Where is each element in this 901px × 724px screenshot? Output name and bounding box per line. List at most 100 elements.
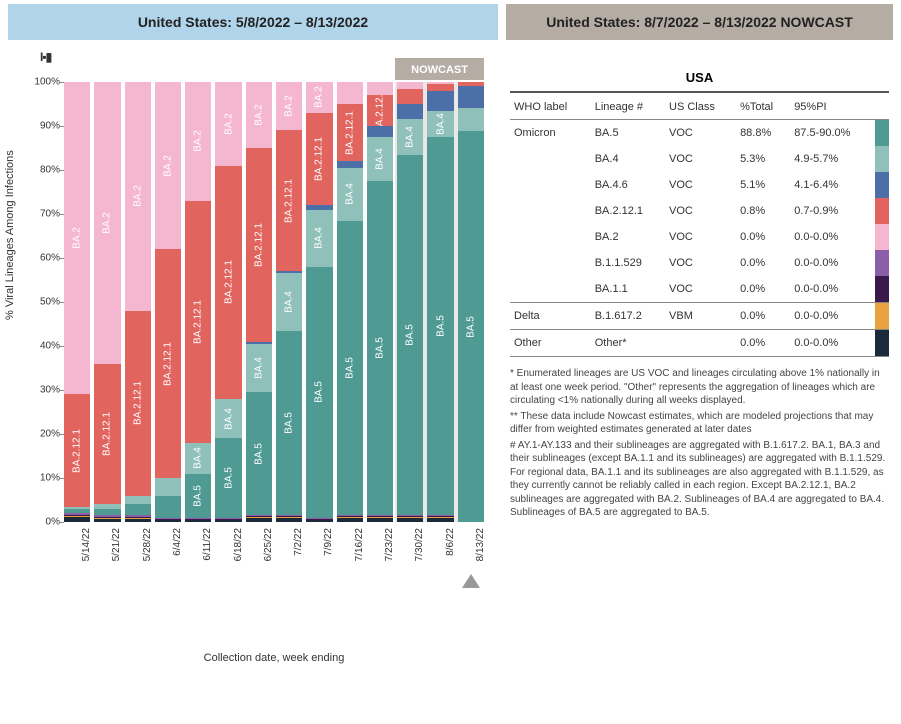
table-cell: 88.8% bbox=[736, 120, 790, 147]
x-tick-label: 5/21/22 bbox=[111, 528, 122, 561]
header-right: United States: 8/7/2022 – 8/13/2022 NOWC… bbox=[506, 4, 893, 40]
bar: BA.2.12.1BA.25/21/22 bbox=[94, 82, 120, 522]
bar: BA.58/13/22 bbox=[458, 82, 484, 522]
bar: BA.5BA.4BA.2.12.17/23/22 bbox=[367, 82, 393, 522]
bar: BA.5BA.4BA.2.12.1BA.26/25/22 bbox=[246, 82, 272, 522]
bar-segment: BA.2.12.1 bbox=[185, 201, 211, 443]
x-tick-label: 5/14/22 bbox=[81, 528, 92, 561]
bar-segment: BA.5 bbox=[185, 474, 211, 518]
bar-segment-label: BA.2.12.1 bbox=[253, 223, 264, 267]
bar-segment-label: BA.2.12.1 bbox=[72, 429, 83, 473]
y-tick-label: 40% bbox=[28, 341, 60, 352]
bar-segment-label: BA.2 bbox=[314, 87, 325, 109]
color-swatch bbox=[875, 120, 889, 146]
bar-segment: BA.2.12.1 bbox=[246, 148, 272, 342]
bar-chart-icon: I▪▮ bbox=[40, 50, 51, 64]
x-tick-label: 6/25/22 bbox=[263, 528, 274, 561]
table-cell: 5.1% bbox=[736, 172, 790, 198]
bar: BA.5BA.4BA.2.12.1BA.27/9/22 bbox=[306, 82, 332, 522]
table-row: DeltaB.1.617.2VBM0.0%0.0-0.0% bbox=[510, 303, 889, 330]
bar: BA.5BA.48/6/22 bbox=[427, 82, 453, 522]
color-swatch bbox=[875, 198, 889, 224]
bar-segment bbox=[306, 205, 332, 209]
bar-segment: BA.4 bbox=[337, 168, 363, 221]
bar-segment: BA.2 bbox=[94, 82, 120, 364]
color-swatch bbox=[875, 172, 889, 198]
bar: BA.2.12.1BA.26/4/22 bbox=[155, 82, 181, 522]
bar-segment-label: BA.5 bbox=[344, 357, 355, 379]
bar-segment bbox=[155, 496, 181, 518]
chart-panel: I▪▮ % Viral Lineages Among Infections 0%… bbox=[8, 40, 498, 522]
bar-segment-label: BA.2.12.1 bbox=[132, 381, 143, 425]
table-col-header: Lineage # bbox=[591, 93, 665, 120]
bar-segment bbox=[276, 518, 302, 522]
bar-segment bbox=[367, 518, 393, 522]
bar-segment bbox=[337, 82, 363, 104]
bar-segment-label: BA.2 bbox=[223, 113, 234, 135]
table-cell: 5.3% bbox=[736, 146, 790, 172]
table-panel: USA WHO labelLineage #US Class%Total95%P… bbox=[498, 40, 893, 522]
bar-segment-label: BA.2.12.1 bbox=[314, 137, 325, 181]
table-cell: 0.0% bbox=[736, 250, 790, 276]
table-cell: 0.0-0.0% bbox=[790, 330, 875, 357]
table-cell bbox=[510, 276, 591, 303]
bar-segment bbox=[155, 519, 181, 520]
bar-segment: BA.4 bbox=[306, 210, 332, 267]
bar-segment bbox=[155, 518, 181, 519]
x-tick-label: 7/30/22 bbox=[414, 528, 425, 561]
bar-segment bbox=[215, 520, 241, 522]
bar-segment-label: BA.4 bbox=[253, 357, 264, 379]
chart-plot: 0%10%20%30%40%50%60%70%80%90%100%BA.2.12… bbox=[64, 82, 484, 522]
bar-segment bbox=[427, 518, 453, 522]
bar-segment bbox=[276, 515, 302, 516]
bar-segment: BA.4 bbox=[276, 273, 302, 330]
bar-segment bbox=[64, 513, 90, 514]
bar-segment bbox=[125, 518, 151, 519]
color-swatch bbox=[875, 224, 889, 250]
bar-segment-label: BA.2.12.1 bbox=[162, 342, 173, 386]
bar-segment-label: BA.5 bbox=[314, 381, 325, 403]
table-cell: 0.0% bbox=[736, 224, 790, 250]
bar-segment bbox=[427, 516, 453, 517]
bar-segment bbox=[458, 86, 484, 108]
x-tick-label: 6/11/22 bbox=[202, 528, 213, 561]
bar-segment-label: BA.5 bbox=[223, 467, 234, 489]
lineage-table: WHO labelLineage #US Class%Total95%PI Om… bbox=[510, 93, 889, 357]
y-tick-label: 60% bbox=[28, 253, 60, 264]
table-cell: 0.0-0.0% bbox=[790, 303, 875, 330]
bar-segment-label: BA.5 bbox=[435, 315, 446, 337]
table-row: B.1.1.529VOC0.0%0.0-0.0% bbox=[510, 250, 889, 276]
bar-segment bbox=[64, 515, 90, 516]
bar-segment: BA.2 bbox=[306, 82, 332, 113]
bar-segment-label: BA.5 bbox=[253, 443, 264, 465]
bar-segment: BA.4 bbox=[397, 119, 423, 154]
bar: BA.2.12.1BA.25/14/22 bbox=[64, 82, 90, 522]
bar-segment-label: BA.4 bbox=[344, 183, 355, 205]
bar-segment: BA.2.12.1 bbox=[64, 394, 90, 506]
bar-segment-label: BA.5 bbox=[405, 324, 416, 346]
table-cell: 4.9-5.7% bbox=[790, 146, 875, 172]
bar-segment bbox=[367, 516, 393, 517]
bar-segment bbox=[246, 518, 272, 522]
bar-segment bbox=[397, 518, 423, 522]
color-swatch bbox=[875, 250, 889, 276]
table-cell: VOC bbox=[665, 250, 736, 276]
bar-segment bbox=[185, 519, 211, 520]
table-cell: Omicron bbox=[510, 120, 591, 147]
bar: BA.5BA.4BA.2.12.17/16/22 bbox=[337, 82, 363, 522]
table-cell: VOC bbox=[665, 120, 736, 147]
table-cell: 0.0-0.0% bbox=[790, 250, 875, 276]
table-col-header: 95%PI bbox=[790, 93, 875, 120]
bar-segment: BA.5 bbox=[367, 181, 393, 515]
table-cell: VOC bbox=[665, 276, 736, 303]
table-cell bbox=[665, 330, 736, 357]
bar-segment-label: BA.4 bbox=[193, 447, 204, 469]
bar-segment-label: BA.2 bbox=[193, 131, 204, 153]
bar-segment bbox=[185, 520, 211, 522]
color-swatch bbox=[875, 276, 889, 302]
bar-segment bbox=[94, 517, 120, 518]
y-tick-label: 20% bbox=[28, 429, 60, 440]
bar-segment: BA.2 bbox=[215, 82, 241, 166]
bar-segment bbox=[246, 516, 272, 517]
table-row: BA.4.6VOC5.1%4.1-6.4% bbox=[510, 172, 889, 198]
